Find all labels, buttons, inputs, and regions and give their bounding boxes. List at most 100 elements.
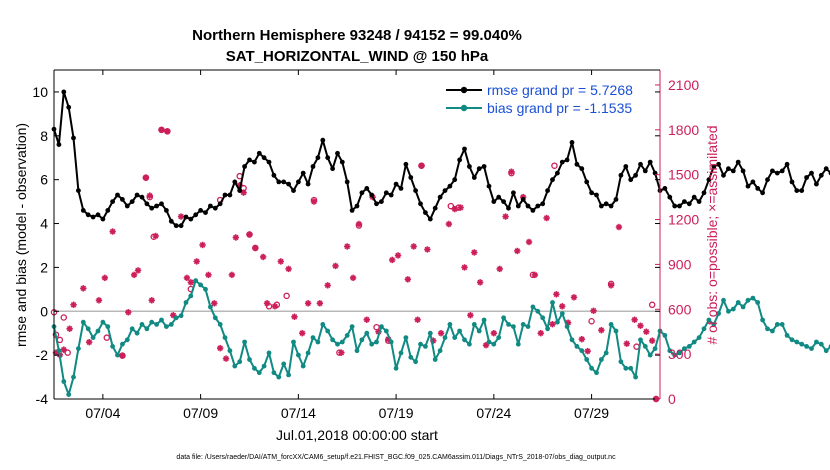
rmse-point xyxy=(755,186,761,191)
bias-point xyxy=(789,337,795,343)
stat-series-marks xyxy=(51,89,830,397)
bias-point xyxy=(770,328,775,334)
assimilated-obs-point xyxy=(543,214,550,222)
bias-point xyxy=(188,293,194,299)
rmse-point xyxy=(164,208,169,213)
rmse-point xyxy=(706,177,712,183)
bias-point xyxy=(217,322,223,327)
rmse-point xyxy=(379,199,384,205)
rmse-point xyxy=(633,172,638,178)
rmse-point xyxy=(696,199,702,205)
bias-point xyxy=(427,330,433,336)
bias-point xyxy=(535,308,541,314)
y-axis-label: rmse and bias (model - observation) xyxy=(13,123,29,347)
assimilated-obs-point xyxy=(338,349,345,356)
legend-bias-label: bias grand pr = -1.1535 xyxy=(487,100,632,116)
rmse-point xyxy=(232,179,238,185)
rmse-point xyxy=(349,208,355,213)
rmse-point xyxy=(745,183,751,189)
rmse-point xyxy=(423,210,428,216)
bias-point xyxy=(623,365,629,371)
assimilated-obs-point xyxy=(570,294,578,301)
bias-point xyxy=(364,330,370,336)
rmse-point xyxy=(320,137,326,143)
bias-point xyxy=(129,326,135,332)
assimilated-obs-point xyxy=(193,258,200,265)
bias-point xyxy=(740,304,746,310)
bias-point xyxy=(745,297,751,303)
bias-point xyxy=(266,350,272,356)
rmse-point xyxy=(794,188,800,194)
assimilated-obs-point xyxy=(631,316,638,323)
rmse-point xyxy=(618,172,624,178)
rmse-point xyxy=(100,216,106,222)
bias-point xyxy=(574,344,580,349)
rmse-point xyxy=(66,104,72,110)
bias-point xyxy=(379,324,384,329)
y-tick-label-right: 300 xyxy=(668,346,692,362)
bias-point xyxy=(564,324,570,329)
rmse-point xyxy=(506,205,511,211)
bias-point xyxy=(814,339,819,345)
bias-point xyxy=(339,339,345,345)
assimilated-obs-point xyxy=(222,355,230,362)
y-tick-label-right: 0 xyxy=(668,391,676,407)
bias-point xyxy=(310,335,316,340)
bias-point xyxy=(305,350,311,356)
bias-point xyxy=(638,337,643,343)
rmse-point xyxy=(642,168,648,174)
rmse-point xyxy=(672,203,678,209)
assimilated-obs-point xyxy=(637,322,644,329)
assimilated-obs-point xyxy=(246,231,253,238)
assimilated-obs-point xyxy=(304,300,312,307)
rmse-point xyxy=(535,203,541,209)
bias-point xyxy=(452,335,458,340)
assimilated-obs-point xyxy=(584,347,591,355)
bias-point xyxy=(115,352,120,358)
assimilated-obs-point xyxy=(623,340,630,347)
assimilated-obs-point xyxy=(134,267,142,274)
bias-point xyxy=(540,315,546,321)
assimilated-obs-point xyxy=(291,313,298,320)
bias-point xyxy=(432,357,438,362)
bias-point xyxy=(144,326,150,332)
assimilated-obs-point xyxy=(643,328,650,335)
rmse-point xyxy=(398,186,404,191)
bias-point xyxy=(398,350,404,356)
assimilated-obs-point xyxy=(424,246,431,253)
y-tick-label-left: 10 xyxy=(32,84,48,100)
assimilated-obs-point xyxy=(388,256,396,264)
bias-point xyxy=(408,354,414,360)
bias-point xyxy=(511,324,516,329)
bias-point xyxy=(237,359,243,365)
bias-point xyxy=(320,322,326,327)
y-tick-label-left: 4 xyxy=(40,216,48,232)
bias-point xyxy=(755,300,761,305)
rmse-point xyxy=(139,194,145,200)
assimilated-obs-point xyxy=(199,241,206,249)
rmse-point xyxy=(550,177,555,183)
bias-point xyxy=(159,317,164,323)
rmse-point xyxy=(740,168,746,174)
bias-point xyxy=(276,374,282,380)
rmse-point xyxy=(599,203,604,209)
bias-point xyxy=(413,359,418,365)
bias-point xyxy=(686,344,692,349)
rmse-point xyxy=(237,188,243,194)
assimilated-obs-point xyxy=(615,223,623,231)
chart-title: Northern Hemisphere 93248 / 94152 = 99.0… xyxy=(192,27,522,44)
assimilated-obs-point xyxy=(205,271,212,279)
bias-point xyxy=(589,365,594,371)
bias-point xyxy=(701,326,707,332)
y-tick-label-left: 0 xyxy=(40,303,48,319)
bias-point xyxy=(569,337,575,343)
rmse-point xyxy=(418,201,423,207)
rmse-point xyxy=(217,201,223,207)
bias-point xyxy=(110,344,115,349)
y-axis-label-right: # of obs: o=possible; ×=assimilated xyxy=(704,125,720,344)
assimilated-obs-point xyxy=(461,264,468,271)
bias-point xyxy=(501,315,506,321)
assimilated-obs-point xyxy=(476,279,484,286)
bias-point xyxy=(354,348,360,354)
rmse-point xyxy=(750,179,756,185)
